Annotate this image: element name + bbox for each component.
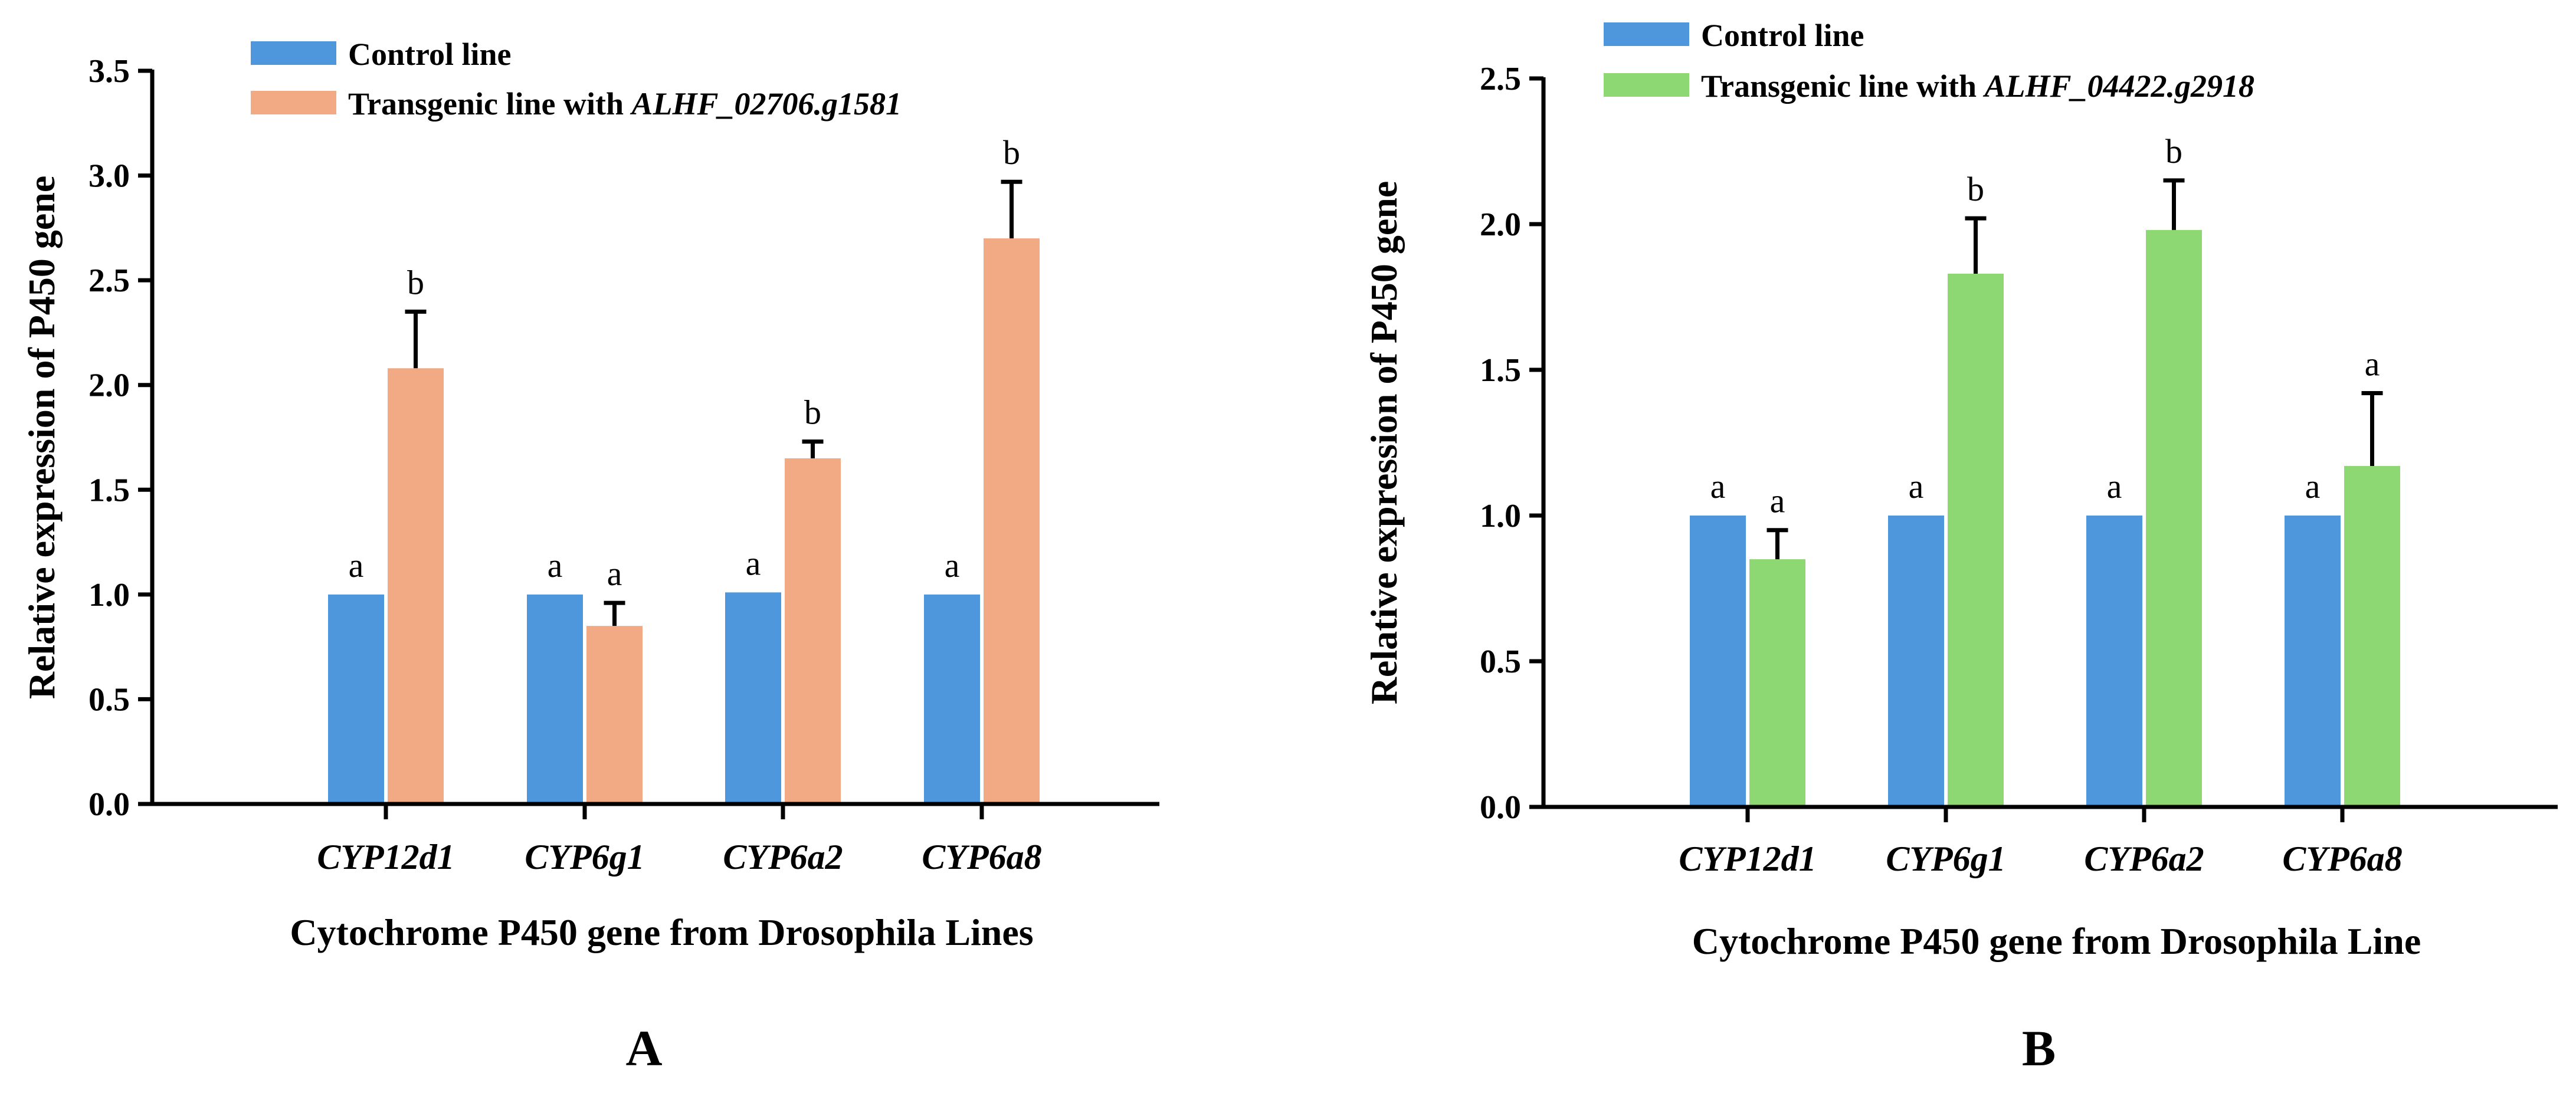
significance-label: a [2107, 467, 2122, 506]
y-axis-title: Relative expression of P450 gene [21, 176, 63, 700]
legend-label-gene: ALHF_04422.g2918 [1983, 68, 2255, 104]
bar-control-cyp6g1 [527, 594, 583, 804]
significance-label: a [746, 544, 761, 582]
significance-label: b [1967, 170, 1984, 208]
x-tick-label: CYP6g1 [525, 838, 644, 877]
legend-label-gene: ALHF_02706.g1581 [630, 86, 902, 122]
significance-label: b [2165, 132, 2182, 170]
x-tick-label: CYP12d1 [1679, 839, 1816, 878]
y-tick-label: 2.5 [1480, 61, 1521, 97]
x-axis-title: Cytochrome P450 gene from Drosophila Lin… [1692, 920, 2421, 962]
y-tick-label: 3.0 [89, 158, 130, 195]
x-tick-label: CYP6a2 [723, 838, 843, 877]
legend-label-prefix: Control line [1701, 18, 1864, 53]
bar-transgenic_b-cyp6a8 [2344, 466, 2400, 807]
significance-label: a [2305, 467, 2321, 506]
legend-label: Control line [348, 37, 512, 72]
legend-swatch-transgenic_a [251, 91, 336, 114]
bar-control-cyp6a2 [725, 592, 781, 804]
bar-control-cyp6a8 [2285, 516, 2341, 807]
legend-label: Transgenic line with ALHF_02706.g1581 [348, 86, 902, 122]
bar-transgenic_b-cyp6a2 [2146, 229, 2202, 807]
legend-swatch-control [1604, 22, 1689, 46]
legend-label-prefix: Control line [348, 37, 512, 72]
significance-label: a [945, 546, 960, 585]
x-tick-label: CYP6a2 [2084, 839, 2204, 878]
y-tick-label: 1.0 [89, 577, 130, 613]
panel-label: B [2022, 1020, 2056, 1076]
bar-transgenic_a-cyp6g1 [586, 626, 643, 804]
x-tick-label: CYP6a8 [2282, 839, 2402, 878]
bar-control-cyp12d1 [1690, 516, 1746, 807]
x-tick-label: CYP12d1 [317, 838, 454, 877]
legend-label-prefix: Transgenic line with [348, 86, 632, 122]
y-tick-label: 1.5 [89, 472, 130, 508]
significance-label: a [1770, 482, 1785, 520]
bar-transgenic_a-cyp6a2 [785, 458, 841, 804]
chart-panel-b: a a a a a b b a 0.0 0.5 1.0 1.5 2.0 2.5 CYP12d1 CYP6g1 C… [1363, 18, 2558, 1076]
bar-control-cyp6a2 [2086, 516, 2142, 807]
y-tick-label: 0.0 [89, 786, 130, 823]
y-tick-label: 0.0 [1480, 789, 1521, 826]
bar-control-cyp12d1 [328, 594, 384, 804]
y-tick-label: 2.0 [89, 367, 130, 404]
x-tick-label: CYP6a8 [922, 838, 1041, 877]
chart-panel-a: a a a a b a b b 0.0 0.5 1.0 1.5 2.0 2.5 3.0 3.5 CYP12d1 C… [21, 37, 1159, 1076]
y-axis-title: Relative expression of P450 gene [1363, 181, 1405, 705]
bar-transgenic_a-cyp12d1 [388, 368, 444, 804]
x-tick-label: CYP6g1 [1886, 839, 2005, 878]
legend-label: Control line [1701, 18, 1864, 53]
bar-control-cyp6a8 [924, 594, 980, 804]
legend-swatch-transgenic_b [1604, 73, 1689, 97]
bar-control-cyp6g1 [1888, 516, 1944, 807]
y-tick-label: 0.5 [1480, 644, 1521, 680]
bar-transgenic_a-cyp6a8 [984, 238, 1040, 805]
y-tick-label: 0.5 [89, 681, 130, 718]
y-tick-label: 2.5 [89, 262, 130, 299]
y-tick-label: 3.5 [89, 53, 130, 90]
y-tick-label: 1.5 [1480, 352, 1521, 389]
significance-label: b [407, 263, 424, 301]
panel-label: A [625, 1020, 662, 1076]
significance-label: a [1909, 467, 1924, 506]
significance-label: a [349, 546, 364, 585]
significance-label: a [2365, 345, 2380, 383]
legend-label: Transgenic line with ALHF_04422.g2918 [1701, 68, 2254, 104]
significance-label: a [548, 546, 563, 585]
bar-transgenic_b-cyp6g1 [1948, 273, 2004, 808]
y-tick-label: 1.0 [1480, 498, 1521, 534]
legend-label-prefix: Transgenic line with [1701, 68, 1985, 104]
x-axis-title: Cytochrome P450 gene from Drosophila Lin… [290, 911, 1033, 953]
legend-swatch-control [251, 41, 336, 65]
bar-transgenic_b-cyp12d1 [1749, 559, 1805, 807]
significance-label: a [1710, 467, 1726, 506]
y-tick-label: 2.0 [1480, 206, 1521, 243]
significance-label: b [804, 393, 821, 432]
significance-label: a [607, 554, 622, 593]
significance-label: b [1003, 133, 1020, 172]
